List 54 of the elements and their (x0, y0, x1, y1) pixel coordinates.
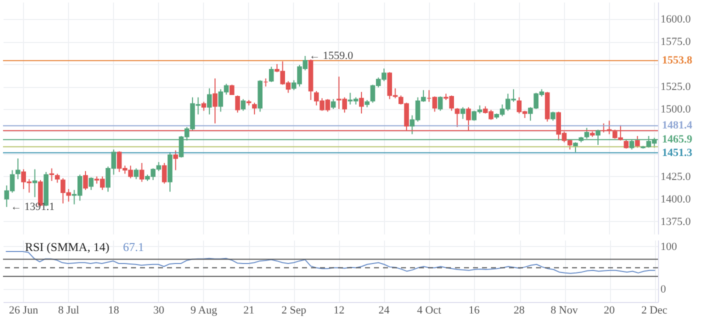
candlestick (438, 96, 443, 112)
x-tick-label: 28 (514, 304, 526, 316)
candlestick (207, 88, 212, 115)
candlestick (139, 162, 144, 182)
x-tick-label: 16 (468, 304, 480, 316)
x-tick-label: 30 (153, 304, 165, 316)
candlestick (454, 108, 460, 128)
candlestick (32, 168, 38, 198)
candlestick (88, 176, 94, 190)
candlestick (230, 84, 234, 96)
x-tick-label: 12 (333, 304, 344, 316)
y-tick-label: 1400.0 (660, 193, 692, 206)
x-tick-label: 9 Aug (190, 304, 218, 316)
candlestick (359, 91, 364, 114)
candlestick (173, 150, 178, 171)
y-tick-label: 1525.0 (660, 81, 692, 94)
x-tick-label: 8 Jul (58, 304, 80, 316)
candlestick (330, 98, 336, 110)
candlestick (460, 106, 466, 120)
y-tick-label: 100 (660, 240, 678, 253)
ref-line-label: 1451.3 (662, 146, 693, 159)
x-tick-label: 26 Jun (9, 304, 39, 316)
candlestick (268, 66, 274, 83)
y-tick-label: 1500.0 (660, 104, 692, 116)
chart-title: RSI (SMMA, 14) (25, 240, 110, 254)
candlestick (16, 158, 20, 180)
candlestick (212, 78, 218, 124)
candlestick (573, 142, 578, 153)
candlestick (83, 170, 88, 190)
y-tick-label: 1375.0 (660, 216, 692, 228)
x-tick-label: 8 Nov (550, 304, 578, 316)
candlestick (162, 162, 167, 184)
y-tick-label: 1575.0 (660, 36, 692, 48)
ref-line-label: 1481.4 (662, 120, 693, 132)
annotation: ← 1559.0 (309, 50, 354, 62)
y-tick-label: 1425.0 (660, 170, 692, 183)
annotation: 67.1 (123, 240, 144, 254)
x-tick-label: 18 (108, 304, 120, 316)
candlestick (235, 95, 240, 114)
x-tick-label: 21 (243, 304, 254, 316)
candlestick (134, 168, 139, 180)
y-tick-label: 1600.0 (660, 14, 692, 26)
x-tick-label: 20 (604, 304, 616, 316)
x-tick-label: 4 Oct (416, 304, 442, 316)
x-tick-label: 2 Sep (282, 304, 307, 316)
candlestick (49, 168, 54, 182)
candlestick (252, 102, 257, 115)
candlestick (240, 98, 246, 112)
x-tick-label: 2 Dec (641, 304, 668, 316)
y-tick-label: 0 (660, 284, 666, 296)
x-tick-label: 24 (378, 304, 390, 316)
ref-line-label: 1465.9 (662, 134, 693, 146)
ref-line-label: 1553.8 (662, 54, 693, 67)
annotation: ← 1391.1 (10, 200, 55, 213)
